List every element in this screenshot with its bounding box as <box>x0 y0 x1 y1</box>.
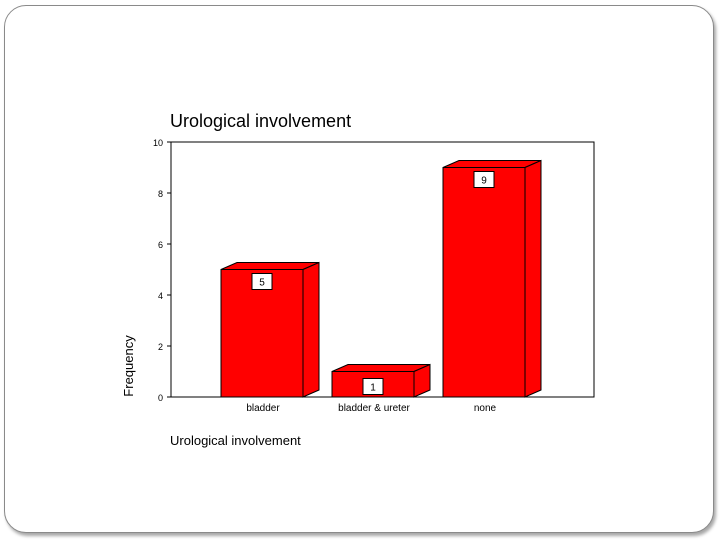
y-tick-label: 10 <box>153 138 163 148</box>
data-label-box <box>362 378 384 395</box>
y-tick-label: 0 <box>158 393 163 403</box>
y-tick-label: 2 <box>158 342 163 352</box>
data-label: 9 <box>481 176 487 187</box>
x-tick-label: bladder & ureter <box>338 403 410 414</box>
y-tick-label: 8 <box>158 189 163 199</box>
slide-frame <box>4 5 714 533</box>
y-tick-label: 6 <box>158 240 163 250</box>
data-label-box <box>251 273 273 290</box>
x-axis-label: Urological involvement <box>170 433 301 448</box>
bar-side <box>302 261 320 398</box>
data-label: 5 <box>259 278 265 289</box>
data-label: 1 <box>370 383 376 394</box>
y-tick-label: 4 <box>158 291 163 301</box>
bar-side <box>413 363 431 398</box>
x-tick-label: bladder <box>246 403 280 414</box>
bar-side <box>524 159 542 398</box>
data-label-box <box>473 171 495 188</box>
bar-front <box>220 269 304 398</box>
y-axis-label: Frequency <box>121 335 136 397</box>
bar-front <box>442 167 526 398</box>
x-tick-label: none <box>474 403 497 414</box>
chart-title: Urological involvement <box>170 111 351 131</box>
